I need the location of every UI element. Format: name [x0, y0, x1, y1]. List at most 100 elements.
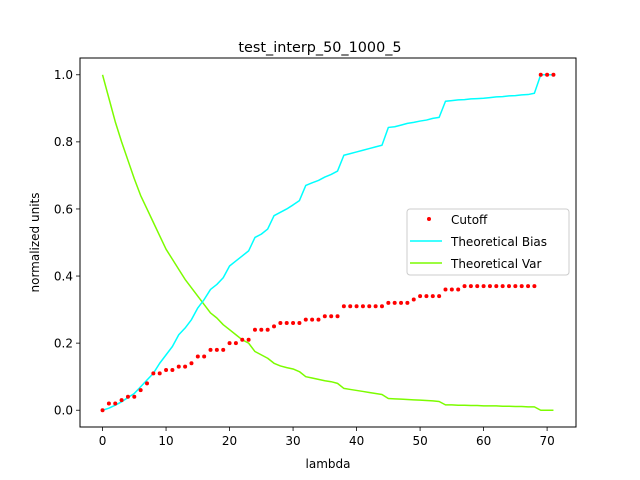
cutoff-point [360, 304, 365, 309]
cutoff-point [475, 284, 480, 289]
cutoff-point [214, 347, 219, 352]
cutoff-point [233, 341, 238, 346]
cutoff-point [487, 284, 492, 289]
x-axis-ticks: 0 10 20 30 40 50 60 70 [99, 427, 555, 448]
cutoff-point [329, 314, 334, 319]
cutoff-point [379, 304, 384, 309]
cutoff-point [221, 347, 226, 352]
cutoff-point [367, 304, 372, 309]
cutoff-point [399, 300, 404, 305]
chart-title: test_interp_50_1000_5 [238, 40, 401, 56]
cutoff-point [183, 364, 188, 369]
cutoff-point [208, 347, 213, 352]
cutoff-point [532, 284, 537, 289]
cutoff-point [456, 287, 461, 292]
cutoff-point [265, 327, 270, 332]
cutoff-point [551, 72, 556, 77]
cutoff-point [373, 304, 378, 309]
x-tick-label: 10 [158, 434, 173, 448]
cutoff-point [424, 294, 429, 299]
cutoff-point [113, 401, 118, 406]
y-tick-label: 0.6 [54, 202, 73, 216]
cutoff-point [354, 304, 359, 309]
x-axis-label: lambda [306, 457, 351, 471]
cutoff-point [500, 284, 505, 289]
cutoff-point [335, 314, 340, 319]
legend-label-cutoff: Cutoff [451, 213, 488, 227]
x-tick-label: 20 [222, 434, 237, 448]
cutoff-point [119, 398, 124, 403]
cutoff-point [246, 337, 251, 342]
y-tick-label: 0.8 [54, 135, 73, 149]
cutoff-point [316, 317, 321, 322]
cutoff-point [138, 388, 143, 393]
cutoff-point [411, 297, 416, 302]
cutoff-point [437, 294, 442, 299]
cutoff-point [322, 314, 327, 319]
y-tick-label: 0.4 [54, 269, 73, 283]
cutoff-point [443, 287, 448, 292]
cutoff-point [405, 300, 410, 305]
legend-box [406, 208, 570, 276]
cutoff-point [430, 294, 435, 299]
cutoff-point [272, 324, 277, 329]
cutoff-point [132, 394, 137, 399]
series-line-theoretical-var [101, 74, 554, 411]
cutoff-point [538, 72, 543, 77]
cutoff-point [468, 284, 473, 289]
legend-marker-cutoff [427, 217, 431, 221]
cutoff-point [449, 287, 454, 292]
cutoff-point [195, 354, 200, 359]
cutoff-point [259, 327, 264, 332]
legend-label-bias: Theoretical Bias [450, 235, 547, 249]
y-tick-label: 0.0 [54, 404, 73, 418]
cutoff-point [176, 364, 181, 369]
cutoff-point [202, 354, 207, 359]
cutoff-point [100, 408, 105, 413]
axes-frame [79, 57, 577, 428]
x-tick-label: 0 [99, 434, 107, 448]
cutoff-point [310, 317, 315, 322]
cutoff-point [145, 381, 149, 386]
cutoff-point [170, 367, 175, 372]
y-tick-label: 1.0 [54, 68, 73, 82]
y-axis-ticks: 0.0 0.2 0.4 0.6 0.8 1.0 [54, 68, 80, 418]
x-tick-label: 40 [349, 434, 364, 448]
x-tick-label: 30 [285, 434, 300, 448]
cutoff-point [348, 304, 353, 309]
cutoff-point [151, 371, 156, 376]
cutoff-point [462, 284, 467, 289]
cutoff-point [386, 300, 391, 305]
cutoff-point [303, 317, 308, 322]
cutoff-point [240, 337, 245, 342]
cutoff-point [392, 300, 397, 305]
cutoff-point [157, 371, 162, 376]
cutoff-point [545, 72, 550, 77]
x-tick-label: 60 [476, 434, 491, 448]
y-tick-label: 0.2 [54, 336, 73, 350]
cutoff-point [164, 367, 169, 372]
cutoff-point [189, 361, 194, 366]
cutoff-point [278, 321, 283, 326]
cutoff-point [252, 327, 257, 332]
cutoff-point [106, 401, 111, 406]
cutoff-point [291, 321, 296, 326]
cutoff-point [418, 294, 423, 299]
cutoff-point [513, 284, 518, 289]
cutoff-point [507, 284, 511, 289]
cutoff-point [125, 394, 130, 399]
legend: Cutoff Theoretical Bias Theoretical Var [406, 208, 570, 276]
cutoff-point [494, 284, 499, 289]
x-tick-label: 50 [412, 434, 427, 448]
cutoff-point [284, 321, 289, 326]
series-layer [100, 72, 556, 413]
cutoff-point [519, 284, 524, 289]
legend-label-var: Theoretical Var [450, 257, 541, 271]
y-axis-label: normalized units [28, 193, 42, 293]
cutoff-point [297, 321, 302, 326]
cutoff-point [526, 284, 531, 289]
series-line-theoretical-bias [102, 74, 554, 411]
cutoff-point [227, 341, 232, 346]
x-tick-label: 70 [539, 434, 554, 448]
